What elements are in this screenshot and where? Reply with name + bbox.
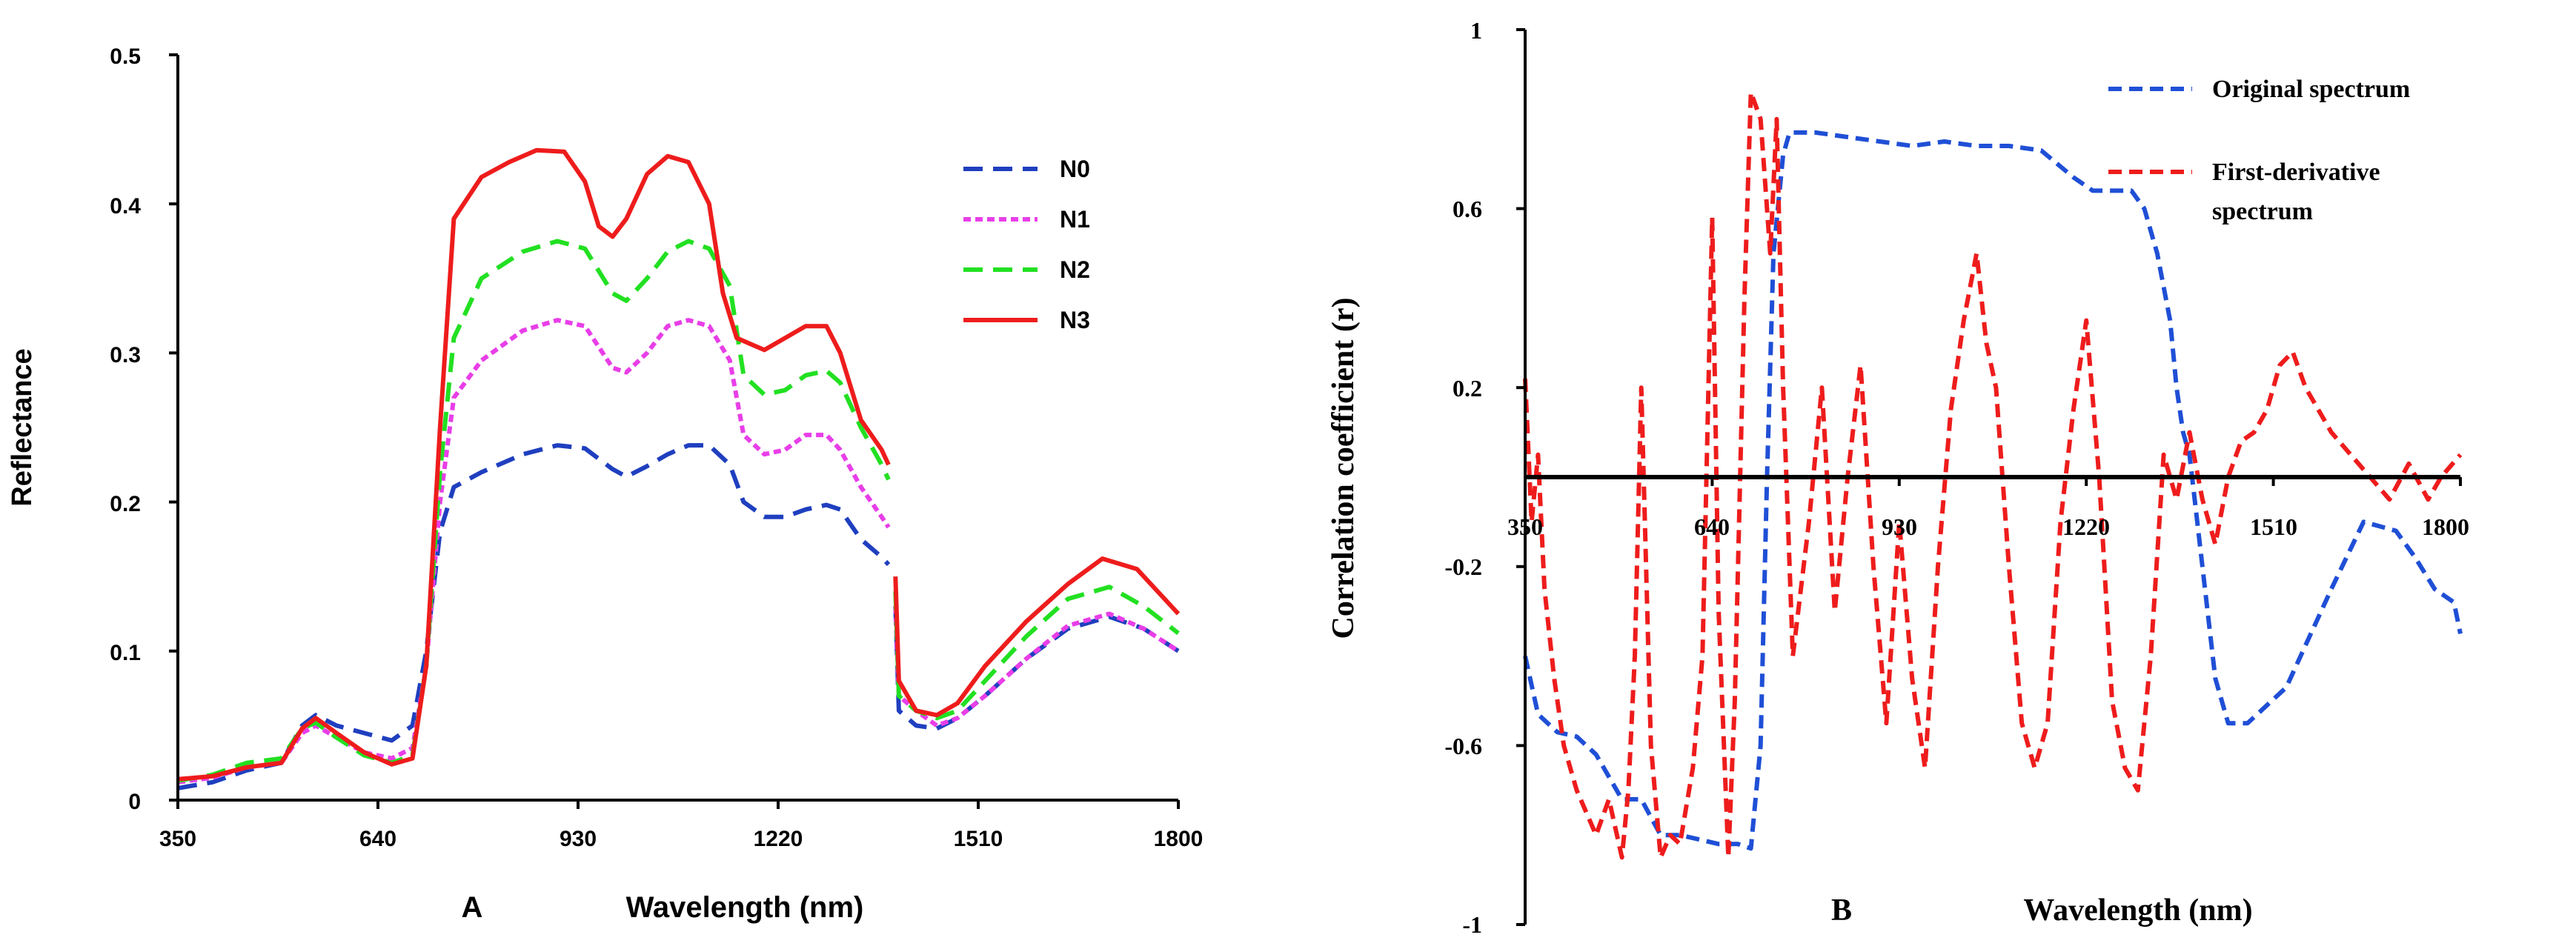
panel-b-tick-marks: [1516, 28, 2462, 926]
panel-b-chart: 1 0.6 0.2 -0.2 -0.6 -1 350 640 930 1220 …: [1327, 17, 2469, 938]
b-y-tick-label: 0.6: [1453, 196, 1482, 222]
a-y-tick-label: 0.5: [110, 44, 141, 69]
panel-b-y-axis-title: Correlation coefficient (r): [1327, 297, 1361, 639]
legend-label-n0: N0: [1060, 156, 1090, 182]
legend-label-n1: N1: [1060, 206, 1090, 233]
legend-label-n2: N2: [1060, 256, 1090, 283]
b-y-tick-label: -0.2: [1444, 553, 1482, 580]
series-n0-line: [893, 606, 1180, 731]
a-x-tick-label: 640: [359, 827, 396, 851]
b-x-tick-label: 350: [1507, 513, 1543, 540]
series-n2-line: [177, 239, 891, 783]
first-derivative-spectrum-line: [1523, 90, 2463, 860]
panel-a-y-axis-title: Reflectance: [7, 348, 38, 506]
a-y-tick-label: 0.2: [110, 492, 141, 516]
panel-a-series-group: [177, 147, 1181, 790]
a-x-tick-label: 930: [560, 827, 597, 851]
a-x-tick-label: 350: [159, 827, 196, 851]
b-x-tick-label: 930: [1882, 513, 1917, 540]
b-y-tick-label: 1: [1470, 17, 1482, 44]
legend-label-first-derivative: First-derivative: [2212, 159, 2380, 186]
a-y-tick-label: 0.3: [110, 343, 141, 367]
legend-label-n3: N3: [1060, 307, 1090, 333]
b-x-tick-label: 640: [1694, 513, 1730, 540]
panel-a-chart: 0 0.1 0.2 0.3 0.4 0.5 350 640 930 1220 1…: [7, 44, 1203, 924]
b-x-tick-label: 1800: [2422, 513, 2469, 540]
panel-a-x-tick-labels: 350 640 930 1220 1510 1800: [159, 827, 1203, 851]
panel-a-tick-marks: [169, 53, 1180, 809]
original-spectrum-line: [1523, 130, 2463, 851]
series-n3-line: [893, 556, 1181, 718]
panel-b-x-axis-title: Wavelength (nm): [2023, 893, 2252, 928]
a-y-tick-label: 0.4: [110, 194, 141, 219]
panel-a-letter: A: [462, 891, 483, 924]
a-x-tick-label: 1220: [754, 827, 803, 851]
legend-label-original: Original spectrum: [2212, 76, 2410, 103]
b-y-tick-label: -1: [1462, 911, 1482, 938]
panel-b-y-tick-labels: 1 0.6 0.2 -0.2 -0.6 -1: [1444, 17, 1482, 938]
b-y-tick-label: -0.6: [1444, 733, 1482, 759]
panel-b-legend: Original spectrum First-derivative spect…: [2108, 76, 2410, 225]
panel-a-x-axis-title: Wavelength (nm): [626, 891, 864, 924]
panel-a-legend: N0 N1 N2 N3: [963, 156, 1090, 333]
panel-b-series-group: [1523, 90, 2463, 860]
panel-b-x-tick-labels: 350 640 930 1220 1510 1800: [1507, 513, 2469, 540]
panel-a-y-tick-labels: 0 0.1 0.2 0.3 0.4 0.5: [110, 44, 141, 814]
panel-b-letter: B: [1831, 893, 1852, 928]
a-x-tick-label: 1510: [954, 827, 1003, 851]
a-x-tick-label: 1800: [1154, 827, 1204, 851]
b-x-tick-label: 1510: [2250, 513, 2297, 540]
series-n2-line: [893, 585, 1180, 721]
legend-label-first-derivative-2: spectrum: [2212, 198, 2313, 225]
series-n3-line: [177, 147, 891, 782]
series-n0-line: [177, 443, 891, 790]
b-y-tick-label: 0.2: [1453, 375, 1482, 402]
series-n1-line: [177, 318, 891, 785]
a-y-tick-label: 0: [128, 790, 141, 814]
series-n1-line: [893, 606, 1180, 728]
a-y-tick-label: 0.1: [110, 641, 141, 665]
b-x-tick-label: 1220: [2062, 513, 2110, 540]
